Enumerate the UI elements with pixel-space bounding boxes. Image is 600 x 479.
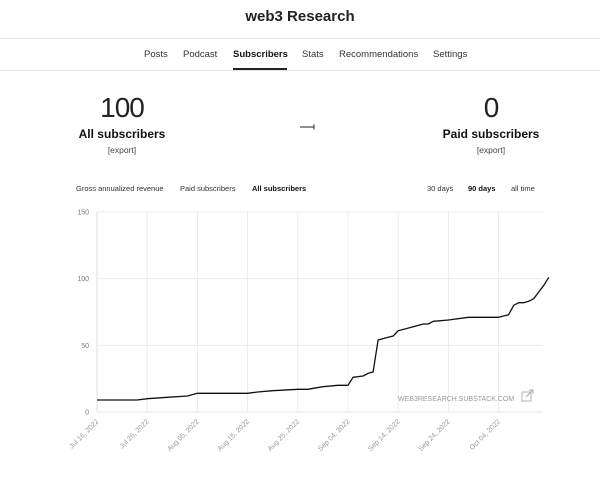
chart-y-ticks: 0 50 100 150 [77, 210, 89, 417]
filter-gross-revenue[interactable]: Gross annualized revenue [76, 184, 164, 193]
all-subscribers-count: 100 [100, 92, 145, 123]
nav-subscribers[interactable]: Subscribers [233, 49, 288, 60]
y-tick-label: 100 [77, 276, 89, 283]
arrow-icon [300, 124, 315, 130]
paid-subscribers-export-link[interactable]: [export] [476, 145, 506, 155]
top-nav: Posts Podcast Subscribers Stats Recommen… [0, 38, 600, 71]
nav-recommendations[interactable]: Recommendations [339, 49, 419, 60]
chart-grid [96, 211, 543, 413]
paid-subscribers-count: 0 [483, 92, 500, 123]
x-tick-label: Jul 16, 2022 [68, 418, 100, 450]
site-title: web3 Research [245, 8, 355, 25]
nav-active-underline [233, 68, 287, 70]
x-tick-label: Oct 04, 2022 [469, 418, 502, 451]
nav-posts[interactable]: Posts [144, 49, 168, 60]
paid-subscribers-label: Paid subscribers [442, 127, 540, 141]
range-30-days[interactable]: 30 days [427, 184, 454, 193]
x-tick-label: Sep 14, 2022 [367, 418, 401, 452]
y-tick-label: 0 [85, 410, 89, 417]
y-tick-label: 150 [77, 210, 89, 217]
range-all-time[interactable]: all time [511, 184, 535, 193]
x-tick-label: Aug 15, 2022 [217, 418, 251, 452]
x-tick-label: Sep 24, 2022 [417, 418, 451, 452]
range-90-days[interactable]: 90 days [468, 184, 496, 193]
nav-podcast[interactable]: Podcast [183, 49, 218, 60]
filter-paid-subscribers[interactable]: Paid subscribers [180, 184, 236, 193]
nav-settings[interactable]: Settings [433, 49, 468, 60]
x-tick-label: Aug 05, 2022 [166, 418, 200, 452]
nav-stats[interactable]: Stats [302, 49, 324, 60]
chart-x-ticks: Jul 16, 2022 Jul 26, 2022 Aug 05, 2022 Aug … [68, 418, 502, 452]
x-tick-label: Jul 26, 2022 [119, 418, 151, 450]
series-line [97, 276, 550, 401]
x-tick-label: Sep 04, 2022 [317, 418, 351, 452]
y-tick-label: 50 [81, 343, 89, 350]
all-subscribers-label: All subscribers [78, 127, 166, 141]
external-link-icon[interactable] [521, 389, 534, 402]
x-tick-label: Aug 25, 2022 [267, 418, 301, 452]
subscribers-chart: 0 50 100 150 Jul 16, 2022 Jul 26, 2022 Aug 05… [68, 210, 550, 453]
all-subscribers-export-link[interactable]: [export] [107, 145, 137, 155]
watermark-text: WEB3RESEARCH.SUBSTACK.COM [398, 396, 514, 403]
filter-all-subscribers[interactable]: All subscribers [252, 184, 307, 193]
